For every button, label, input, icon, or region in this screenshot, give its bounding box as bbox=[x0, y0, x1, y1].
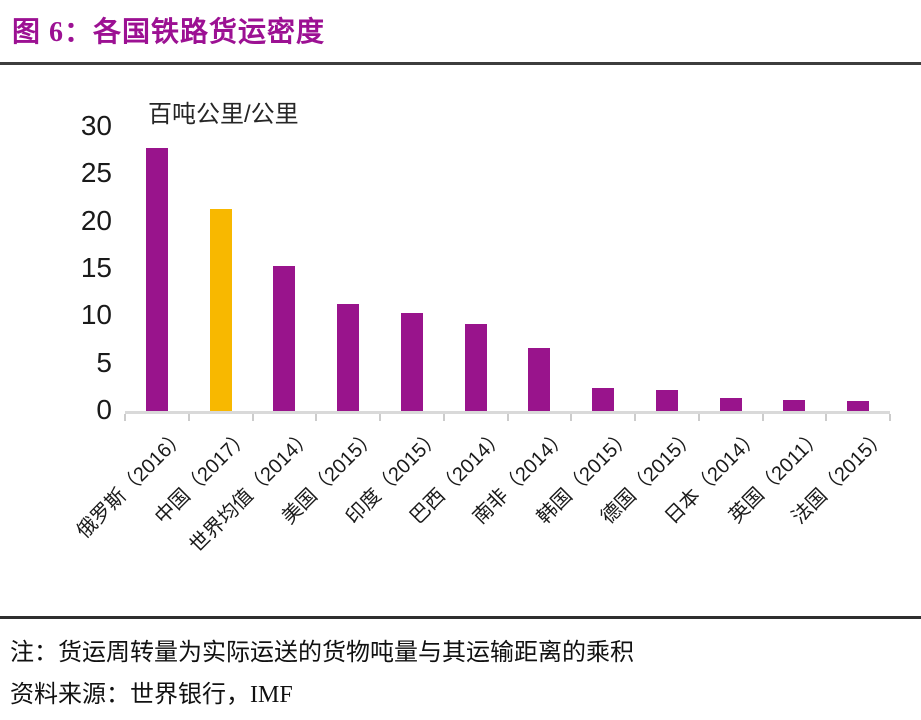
header-divider bbox=[0, 62, 921, 65]
x-axis-tick bbox=[442, 414, 445, 421]
x-axis-tick bbox=[889, 414, 891, 421]
chart-bar-0 bbox=[145, 147, 168, 411]
y-tick-label-5: 5 bbox=[96, 346, 112, 378]
y-tick-label-15: 15 bbox=[80, 252, 112, 283]
x-axis-tick bbox=[379, 414, 381, 421]
figure-note: 注：货运周转量为实际运送的货物吨量与其运输距离的乘积 bbox=[10, 640, 634, 666]
chart-bar-3 bbox=[337, 304, 360, 411]
chart-bar-9 bbox=[719, 397, 742, 411]
x-axis-line bbox=[125, 411, 890, 414]
figure-footer: 注：货运周转量为实际运送的货物吨量与其运输距离的乘积 资料来源：世界银行，IMF bbox=[0, 616, 921, 720]
x-axis-tick bbox=[124, 414, 126, 421]
chart-bar-2 bbox=[273, 266, 296, 411]
chart-bar-8 bbox=[655, 390, 678, 411]
figure-title: 图 6：各国铁路货运密度 bbox=[12, 17, 326, 48]
bar-chart: 百吨公里/公里 0 5 10 15 20 25 30 俄罗斯（2016） 中国（2017） 世界均… bbox=[0, 64, 921, 616]
x-axis-tick bbox=[315, 414, 318, 421]
chart-bar-6 bbox=[528, 347, 551, 411]
chart-bar-1 bbox=[209, 209, 232, 411]
chart-bar-5 bbox=[464, 323, 487, 411]
x-axis-tick bbox=[825, 414, 828, 421]
y-tick-label-0: 0 bbox=[96, 394, 112, 425]
chart-bar-4 bbox=[400, 312, 423, 411]
y-tick-label-20: 20 bbox=[80, 204, 112, 236]
x-axis-tick bbox=[570, 414, 573, 421]
chart-bar-7 bbox=[592, 388, 615, 411]
x-axis-tick bbox=[187, 414, 190, 421]
y-tick-label-30: 30 bbox=[80, 110, 112, 141]
x-axis-tick bbox=[506, 414, 509, 421]
chart-bar-10 bbox=[783, 399, 806, 411]
x-axis-tick bbox=[761, 414, 764, 421]
footer-divider bbox=[0, 616, 921, 619]
x-axis-tick bbox=[251, 414, 254, 421]
x-axis-tick bbox=[634, 414, 636, 421]
chart-bar-11 bbox=[847, 400, 870, 411]
y-axis-unit-label: 百吨公里/公里 bbox=[148, 101, 299, 128]
figure-header: 图 6：各国铁路货运密度 bbox=[0, 0, 921, 65]
y-tick-label-10: 10 bbox=[80, 299, 112, 331]
y-tick-label-25: 25 bbox=[80, 157, 112, 189]
x-axis-tick bbox=[697, 414, 700, 421]
figure-source: 资料来源：世界银行，IMF bbox=[10, 682, 293, 708]
